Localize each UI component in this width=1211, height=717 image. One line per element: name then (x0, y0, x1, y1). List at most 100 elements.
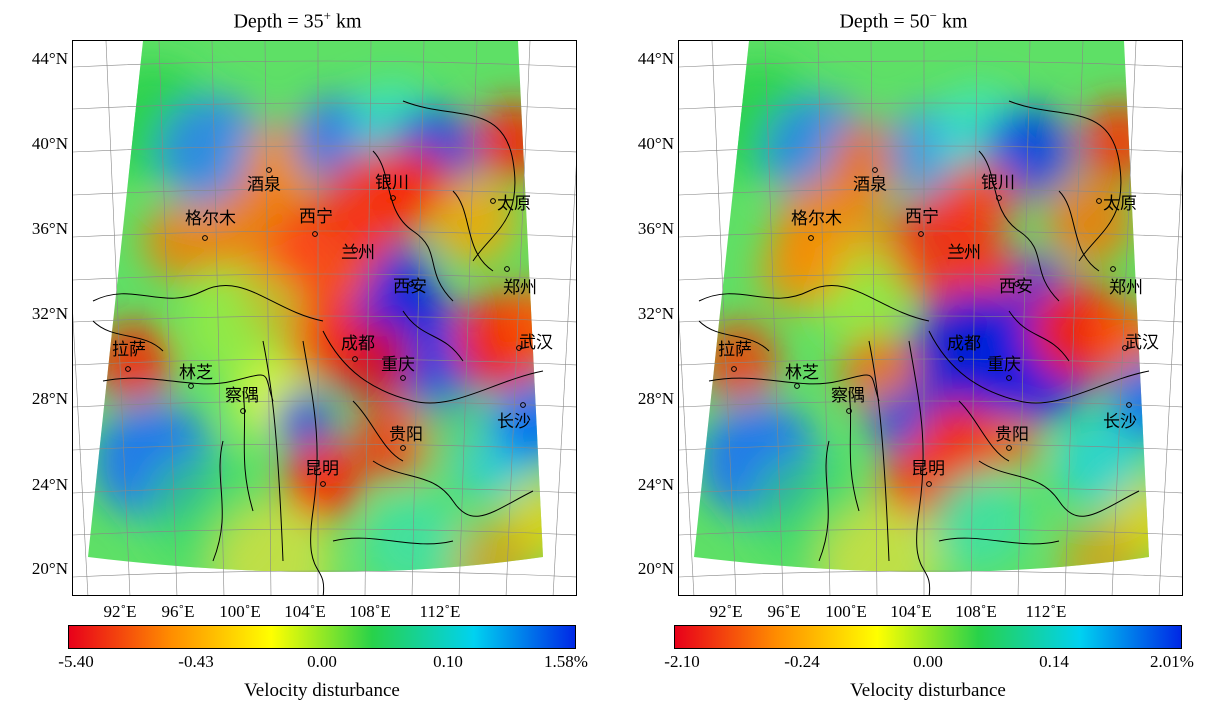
river-line (708, 374, 880, 402)
river-line (1008, 310, 1070, 362)
river-line (242, 390, 254, 512)
river-line (848, 390, 860, 512)
city-marker (1006, 445, 1012, 451)
city-label: 太原 (497, 194, 531, 214)
city-label: 西安 (393, 277, 427, 297)
city-marker (872, 167, 878, 173)
city-label: 长沙 (497, 412, 531, 432)
longitude-label: 96˚E (161, 602, 195, 621)
velocity-blob (979, 411, 1039, 471)
colorbar-tick-label: 1.58% (544, 652, 588, 671)
river-line (262, 340, 284, 562)
city-label: 贵阳 (389, 425, 423, 445)
city-label: 兰州 (341, 243, 375, 263)
city-marker (996, 195, 1002, 201)
colorbar (674, 625, 1182, 649)
colorbar-tick-label: 0.10 (433, 652, 463, 671)
city-marker (390, 195, 396, 201)
colorbar-tick-label: 2.01% (1150, 652, 1194, 671)
city-label: 成都 (341, 334, 375, 354)
city-marker (504, 266, 510, 272)
depth-35-panel: Depth = 35+ km 酒泉 银川 太原 格尔木 西宁 兰州 西安 郑州 武汉 拉萨 林芝 成都… (0, 0, 595, 717)
velocity-blob (1079, 101, 1149, 181)
river-line (372, 150, 454, 302)
velocity-blob (819, 501, 939, 572)
city-marker (1014, 281, 1020, 287)
river-line (1058, 190, 1100, 272)
city-marker (202, 235, 208, 241)
river-line (402, 100, 516, 262)
velocity-blob (93, 321, 173, 401)
city-marker (240, 408, 246, 414)
city-label: 成都 (947, 334, 981, 354)
colorbar (68, 625, 576, 649)
depth-title: Depth = 35+ km (233, 8, 362, 33)
river-line (352, 400, 404, 462)
city-marker (188, 383, 194, 389)
velocity-blob (503, 281, 543, 361)
river-line (958, 400, 1010, 462)
colorbar-tick-label: -2.10 (664, 652, 700, 671)
colorbar-tick-label: -5.40 (58, 652, 94, 671)
latitude-label: 40°N (637, 134, 674, 153)
river-line (868, 340, 890, 562)
colorbar-tick-label: -0.43 (178, 652, 214, 671)
city-marker (808, 235, 814, 241)
river-line (938, 537, 1060, 545)
city-marker (125, 366, 131, 372)
latitude-label: 36°N (637, 219, 674, 238)
latitude-label: 40°N (31, 134, 68, 153)
city-marker (958, 356, 964, 362)
river-line (452, 190, 494, 272)
longitude-label: 96˚E (767, 602, 801, 621)
longitude-label: 104˚E (284, 602, 326, 621)
river-line (908, 340, 931, 595)
longitude-label: 92˚E (103, 602, 137, 621)
longitude-label: 108˚E (955, 602, 997, 621)
longitude-label: 112˚E (419, 602, 461, 621)
city-label: 察隅 (225, 386, 259, 406)
colorbar-tick-label: 0.14 (1039, 652, 1069, 671)
city-label: 拉萨 (718, 340, 752, 360)
city-label: 格尔木 (185, 209, 236, 229)
city-marker (926, 481, 932, 487)
tomography-map: 酒泉 银川 太原 格尔木 西宁 兰州 西安 郑州 武汉 拉萨 林芝 成都 重庆 察隅 长沙 贵阳 昆明 (72, 40, 577, 596)
city-label: 郑州 (1109, 278, 1143, 298)
longitude-label: 112˚E (1025, 602, 1067, 621)
latitude-label: 44°N (637, 49, 674, 68)
city-marker (312, 231, 318, 237)
velocity-blob (453, 521, 533, 572)
latitude-label: 20°N (637, 559, 674, 578)
river-line (698, 285, 930, 322)
river-line (978, 150, 1060, 302)
city-label: 格尔木 (791, 209, 842, 229)
city-label: 兰州 (947, 243, 981, 263)
river-line (698, 320, 770, 352)
city-marker (520, 402, 526, 408)
city-label: 贵阳 (995, 425, 1029, 445)
river-line (322, 330, 544, 404)
city-marker (794, 383, 800, 389)
city-marker (516, 345, 522, 351)
velocity-blob (158, 96, 268, 206)
latitude-label: 24°N (637, 475, 674, 494)
velocity-blob (1109, 361, 1149, 441)
city-label: 武汉 (519, 333, 553, 353)
latitude-label: 44°N (31, 49, 68, 68)
velocity-blob (1054, 416, 1144, 506)
colorbar-title: Velocity disturbance (244, 680, 400, 701)
city-marker (400, 375, 406, 381)
city-label: 西安 (999, 277, 1033, 297)
river-line (92, 285, 324, 322)
colorbar-tick-label: 0.00 (913, 652, 943, 671)
longitude-label: 104˚E (890, 602, 932, 621)
graticule (679, 41, 1182, 595)
city-marker (352, 356, 358, 362)
city-marker (918, 231, 924, 237)
city-marker (320, 481, 326, 487)
river-line (402, 310, 464, 362)
city-marker (958, 247, 964, 253)
city-marker (846, 408, 852, 414)
city-marker (1006, 375, 1012, 381)
depth-50-panel: Depth = 50− km 酒泉 银川 太原 格尔木 西宁 兰州 西安 郑州 武汉 拉萨 林芝 成都… (606, 0, 1201, 717)
